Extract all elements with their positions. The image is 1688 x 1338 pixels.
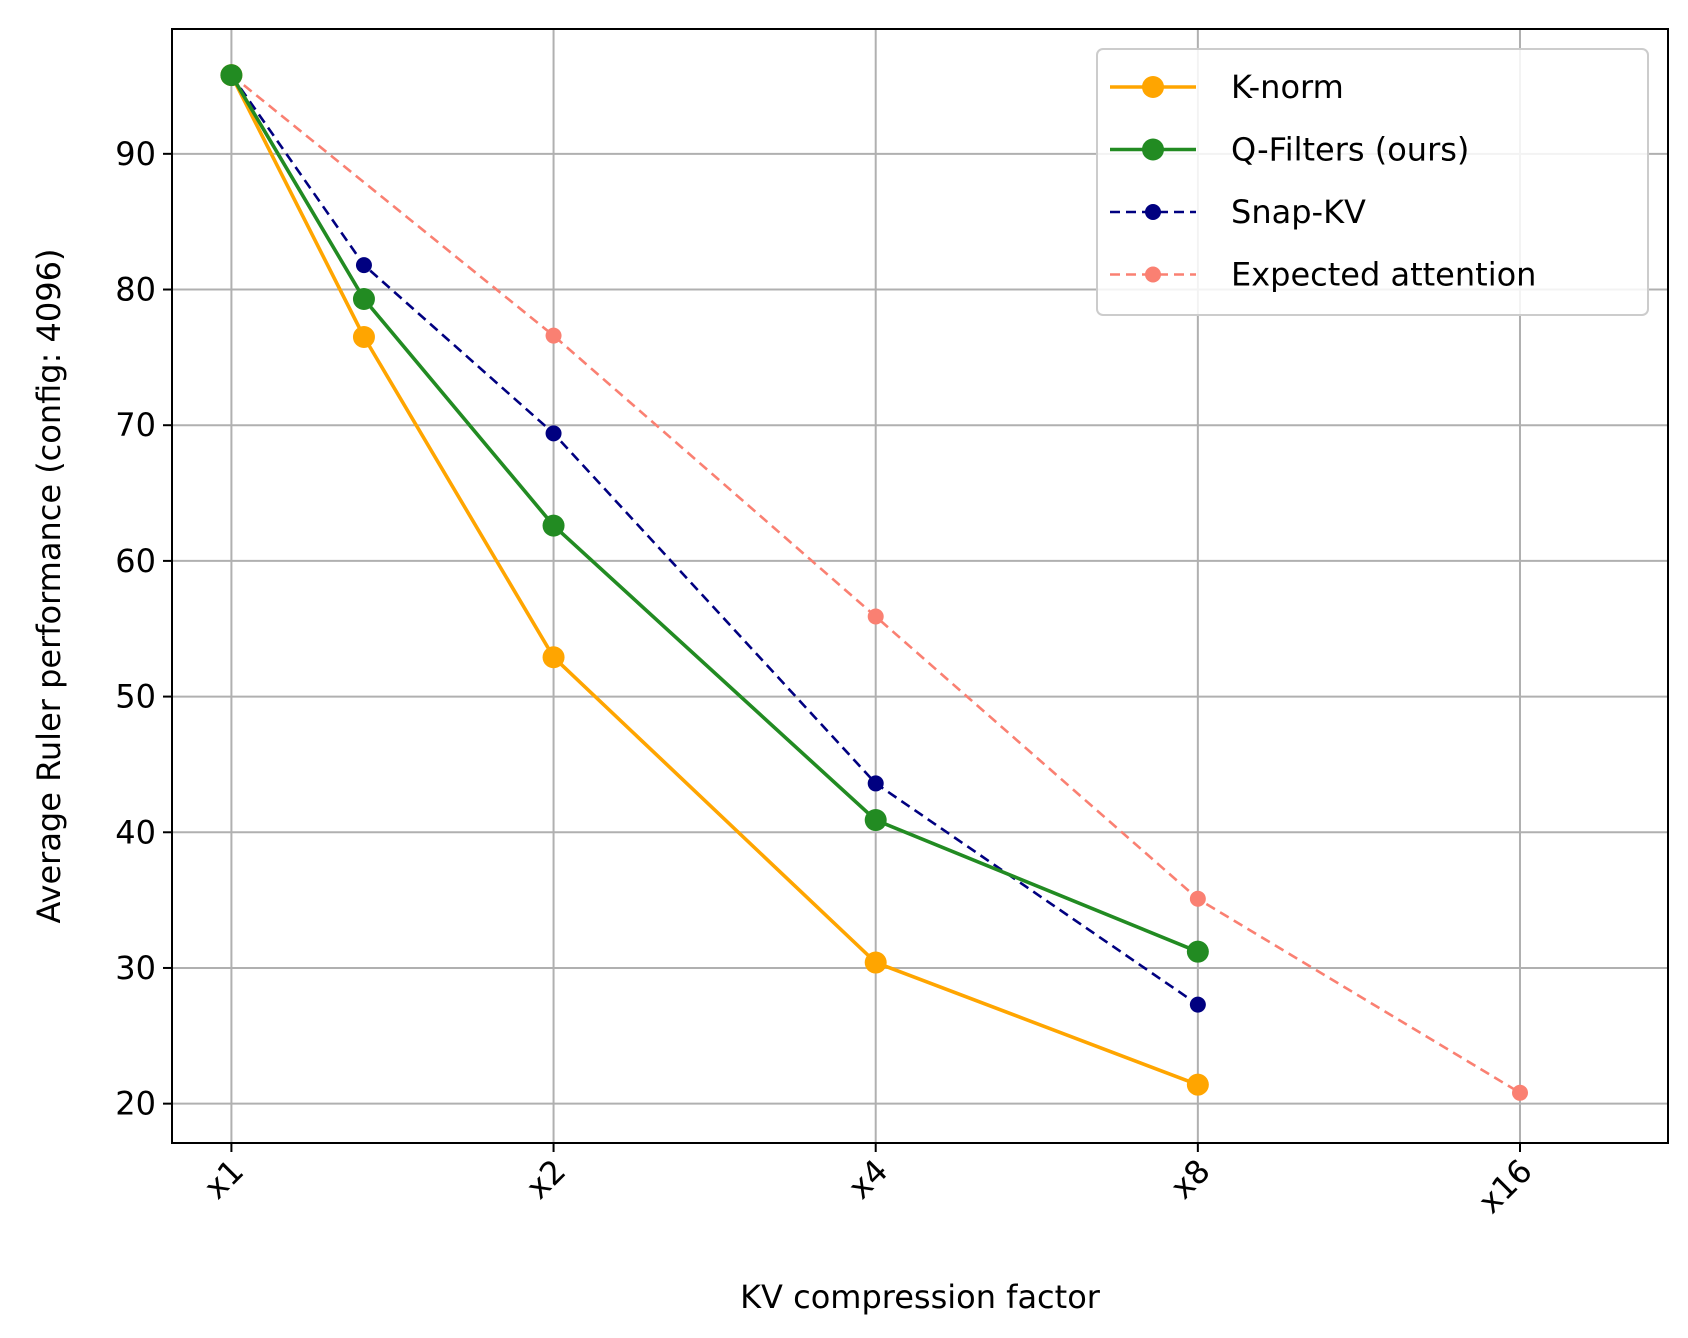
data-point xyxy=(220,64,243,87)
y-axis-label: Average Ruler performance (config: 4096) xyxy=(30,249,68,924)
data-point xyxy=(352,326,375,349)
data-point xyxy=(1511,1084,1528,1101)
data-point xyxy=(867,608,884,625)
legend-label: Snap-KV xyxy=(1231,193,1366,231)
legend: K-norm Q-Filters (ours) Snap-KV Expected at… xyxy=(1096,48,1649,316)
legend-marker xyxy=(1142,138,1164,161)
y-tick-label: 70 xyxy=(115,406,156,444)
y-axis: 20 30 40 50 60 70 80 90 xyxy=(115,135,172,1123)
y-tick-label: 60 xyxy=(115,542,156,580)
data-point xyxy=(545,425,562,442)
data-point xyxy=(1189,996,1206,1013)
data-point xyxy=(355,257,372,274)
data-point xyxy=(864,951,887,974)
data-point xyxy=(542,646,565,669)
legend-marker xyxy=(1145,204,1161,220)
legend-label: Expected attention xyxy=(1231,256,1536,294)
data-point xyxy=(864,809,887,832)
data-point xyxy=(352,288,375,311)
series-q-filters-ours xyxy=(220,64,1209,963)
legend-marker xyxy=(1145,266,1161,283)
data-point xyxy=(545,327,562,344)
y-tick-label: 20 xyxy=(115,1085,156,1123)
legend-entry: Snap-KV xyxy=(1110,193,1366,231)
plot-frame xyxy=(171,28,1669,1144)
data-point xyxy=(867,775,884,792)
legend-entry: Q-Filters (ours) xyxy=(1110,131,1469,169)
legend-label: Q-Filters (ours) xyxy=(1231,131,1469,169)
legend-box xyxy=(1096,48,1649,316)
data-point xyxy=(542,514,565,537)
series-group xyxy=(220,64,1528,1101)
x-axis-label: KV compression factor xyxy=(740,1278,1101,1316)
y-tick-label: 80 xyxy=(115,271,156,309)
y-tick-label: 90 xyxy=(115,135,156,173)
y-tick-label: 50 xyxy=(115,678,156,716)
data-point xyxy=(1189,890,1206,907)
data-point xyxy=(1186,940,1209,963)
legend-marker xyxy=(1142,76,1164,98)
legend-entry: Expected attention xyxy=(1110,256,1536,294)
y-tick-label: 40 xyxy=(115,813,156,851)
y-tick-label: 30 xyxy=(115,949,156,987)
legend-entry: K-norm xyxy=(1110,68,1344,106)
legend-label: K-norm xyxy=(1231,68,1344,106)
data-point xyxy=(1186,1073,1209,1096)
